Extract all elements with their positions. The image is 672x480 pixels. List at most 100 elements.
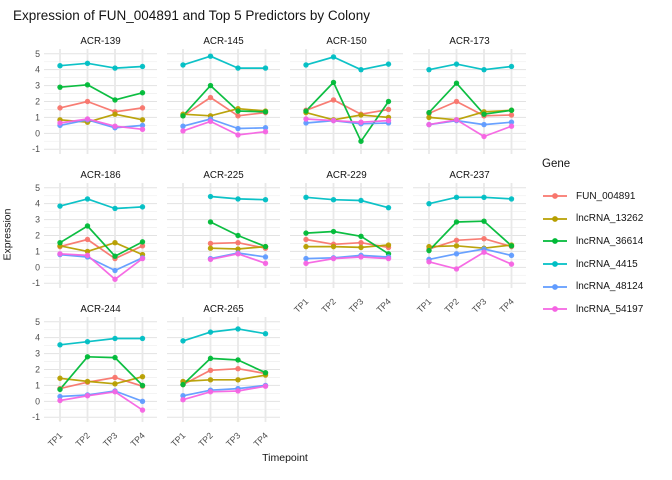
- x-tick-label: TP1: [292, 296, 311, 315]
- point-lncRNA_36614: [207, 355, 214, 362]
- point-lncRNA_54197: [139, 126, 146, 133]
- line-lncRNA_48124: [182, 384, 267, 397]
- point-lncRNA_36614: [235, 108, 241, 114]
- point-lncRNA_4415: [426, 66, 432, 73]
- point-lncRNA_54197: [426, 121, 432, 128]
- y-tick-label: 2: [35, 231, 40, 241]
- line-FUN_004891: [59, 238, 144, 260]
- x-tick-label: TP2: [442, 296, 461, 315]
- legend-entry: lncRNA_48124: [542, 275, 668, 298]
- facet-title: ACR-244: [80, 304, 121, 315]
- point-lncRNA_4415: [235, 196, 241, 202]
- point-lncRNA_48124: [180, 393, 186, 399]
- point-lncRNA_4415: [112, 65, 118, 71]
- point-lncRNA_13262: [207, 377, 214, 383]
- line-lncRNA_36614: [428, 220, 513, 252]
- point-lncRNA_54197: [303, 260, 309, 267]
- point-lncRNA_54197: [180, 128, 186, 134]
- point-lncRNA_36614: [481, 111, 487, 117]
- line-lncRNA_13262: [428, 244, 513, 250]
- y-tick-label: 0: [35, 396, 40, 406]
- line-lncRNA_4415: [428, 63, 513, 71]
- point-lncRNA_54197: [207, 389, 214, 395]
- point-lncRNA_36614: [453, 80, 460, 86]
- point-lncRNA_36614: [84, 354, 91, 360]
- point-lncRNA_48124: [303, 255, 309, 262]
- point-lncRNA_54197: [385, 255, 392, 262]
- chart-title: Expression of FUN_004891 and Top 5 Predi…: [13, 8, 370, 23]
- line-lncRNA_36614: [59, 83, 144, 101]
- legend-entry: lncRNA_13262: [542, 208, 668, 231]
- point-lncRNA_36614: [57, 84, 63, 90]
- point-lncRNA_54197: [235, 388, 241, 394]
- point-lncRNA_48124: [453, 251, 460, 257]
- line-lncRNA_13262: [305, 244, 390, 249]
- point-lncRNA_54197: [385, 117, 392, 124]
- y-tick-label: -1: [32, 278, 40, 288]
- point-lncRNA_36614: [84, 82, 91, 88]
- y-tick-label: 5: [35, 183, 40, 193]
- line-lncRNA_54197: [59, 390, 144, 411]
- legend-swatch-icon: [543, 261, 567, 267]
- point-lncRNA_54197: [180, 397, 186, 403]
- line-FUN_004891: [182, 96, 267, 117]
- point-lncRNA_13262: [112, 381, 118, 387]
- point-lncRNA_36614: [235, 357, 241, 363]
- point-lncRNA_4415: [303, 62, 309, 68]
- point-lncRNA_54197: [139, 255, 146, 262]
- x-tick-label: TP3: [470, 296, 489, 315]
- point-lncRNA_36614: [508, 107, 515, 113]
- line-lncRNA_13262: [182, 374, 267, 383]
- point-lncRNA_54197: [207, 256, 214, 263]
- point-FUN_004891: [112, 374, 118, 381]
- facet-title: ACR-139: [80, 36, 120, 47]
- facet-ACR-265: ACR-265 TP1 TP2 TP3 TP4: [167, 304, 280, 449]
- point-lncRNA_36614: [57, 239, 63, 246]
- legend-entry: lncRNA_4415: [542, 253, 668, 276]
- point-lncRNA_36614: [426, 247, 432, 254]
- point-lncRNA_4415: [426, 200, 432, 207]
- point-lncRNA_4415: [57, 342, 63, 348]
- y-tick-label: 0: [35, 262, 40, 272]
- point-lncRNA_4415: [508, 196, 515, 202]
- x-tick-label: TP3: [347, 296, 366, 315]
- point-FUN_004891: [84, 236, 91, 243]
- point-lncRNA_36614: [358, 233, 364, 239]
- legend-entry-label: lncRNA_36614: [576, 235, 644, 247]
- point-lncRNA_48124: [508, 252, 515, 259]
- x-tick-label: TP4: [374, 296, 393, 315]
- point-lncRNA_36614: [139, 382, 146, 389]
- point-lncRNA_36614: [180, 113, 186, 119]
- point-lncRNA_54197: [453, 117, 460, 123]
- point-lncRNA_36614: [235, 232, 241, 239]
- point-lncRNA_4415: [207, 329, 214, 335]
- gridlines: [44, 49, 157, 154]
- point-lncRNA_13262: [426, 114, 432, 121]
- legend-entries: FUN_004891 lncRNA_13262 lncRNA_36614 lncRNA…: [542, 185, 668, 321]
- line-lncRNA_48124: [59, 390, 144, 403]
- point-lncRNA_4415: [235, 326, 241, 332]
- facet-ACR-186: ACR-186 5 4 3 2 1 0 -1: [32, 170, 157, 288]
- line-lncRNA_4415: [182, 55, 267, 69]
- point-lncRNA_36614: [508, 243, 515, 249]
- point-lncRNA_4415: [358, 197, 364, 204]
- line-lncRNA_54197: [59, 252, 144, 281]
- point-lncRNA_48124: [262, 254, 269, 260]
- point-lncRNA_36614: [262, 369, 269, 376]
- point-lncRNA_54197: [57, 397, 63, 404]
- facet-ACR-145: ACR-145: [167, 36, 280, 154]
- point-FUN_004891: [330, 97, 337, 103]
- line-lncRNA_36614: [428, 82, 513, 116]
- point-lncRNA_13262: [112, 239, 118, 246]
- point-lncRNA_4415: [330, 54, 337, 60]
- point-lncRNA_13262: [112, 111, 118, 117]
- y-tick-label: 2: [35, 97, 40, 107]
- legend: Gene FUN_004891 lncRNA_13262 lncRNA_36614 l…: [542, 156, 668, 321]
- point-lncRNA_36614: [385, 98, 392, 105]
- point-lncRNA_54197: [330, 255, 337, 262]
- point-lncRNA_13262: [330, 243, 337, 250]
- point-lncRNA_54197: [303, 116, 309, 122]
- point-lncRNA_4415: [262, 197, 269, 203]
- legend-swatch-icon: [543, 306, 567, 313]
- line-FUN_004891: [182, 367, 267, 386]
